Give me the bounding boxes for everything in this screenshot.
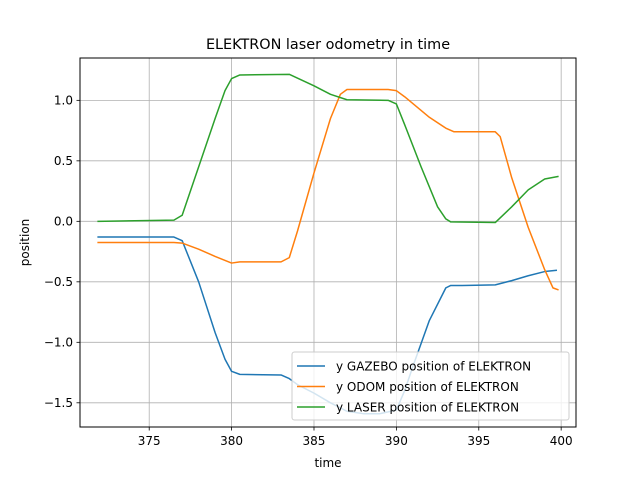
x-axis-title: time [314, 456, 341, 470]
y-tick-label: −1.5 [44, 396, 73, 410]
chart-title: ELEKTRON laser odometry in time [206, 37, 450, 53]
x-tick-label: 385 [303, 434, 326, 448]
y-tick-label: −0.5 [44, 275, 73, 289]
x-tick-label: 395 [467, 434, 490, 448]
legend-label: y GAZEBO position of ELEKTRON [336, 359, 531, 373]
x-tick-label: 375 [138, 434, 161, 448]
y-tick-label: 0.5 [54, 154, 73, 168]
plot-frame [79, 57, 577, 428]
y-tick-label: 0.0 [54, 215, 73, 229]
legend-box [291, 351, 570, 421]
x-axis: 375 380 385 390 395 400 [138, 427, 573, 448]
y-axis-title: position [18, 219, 32, 267]
series-line-3 [97, 73, 559, 224]
y-tick-label: 1.0 [54, 94, 73, 108]
y-axis: −1.5 −1.0 −0.5 0.0 0.5 1.0 [44, 94, 80, 410]
x-tick-label: 380 [220, 434, 243, 448]
legend-label: y LASER position of ELEKTRON [336, 400, 519, 414]
series-line-2 [97, 88, 559, 291]
x-tick-label: 390 [385, 434, 408, 448]
x-tick-label: 400 [550, 434, 573, 448]
legend-label: y ODOM position of ELEKTRON [336, 380, 519, 394]
y-tick-label: −1.0 [44, 336, 73, 350]
grid [80, 58, 576, 427]
legend: y GAZEBO position of ELEKTRON y ODOM posi… [291, 351, 570, 421]
